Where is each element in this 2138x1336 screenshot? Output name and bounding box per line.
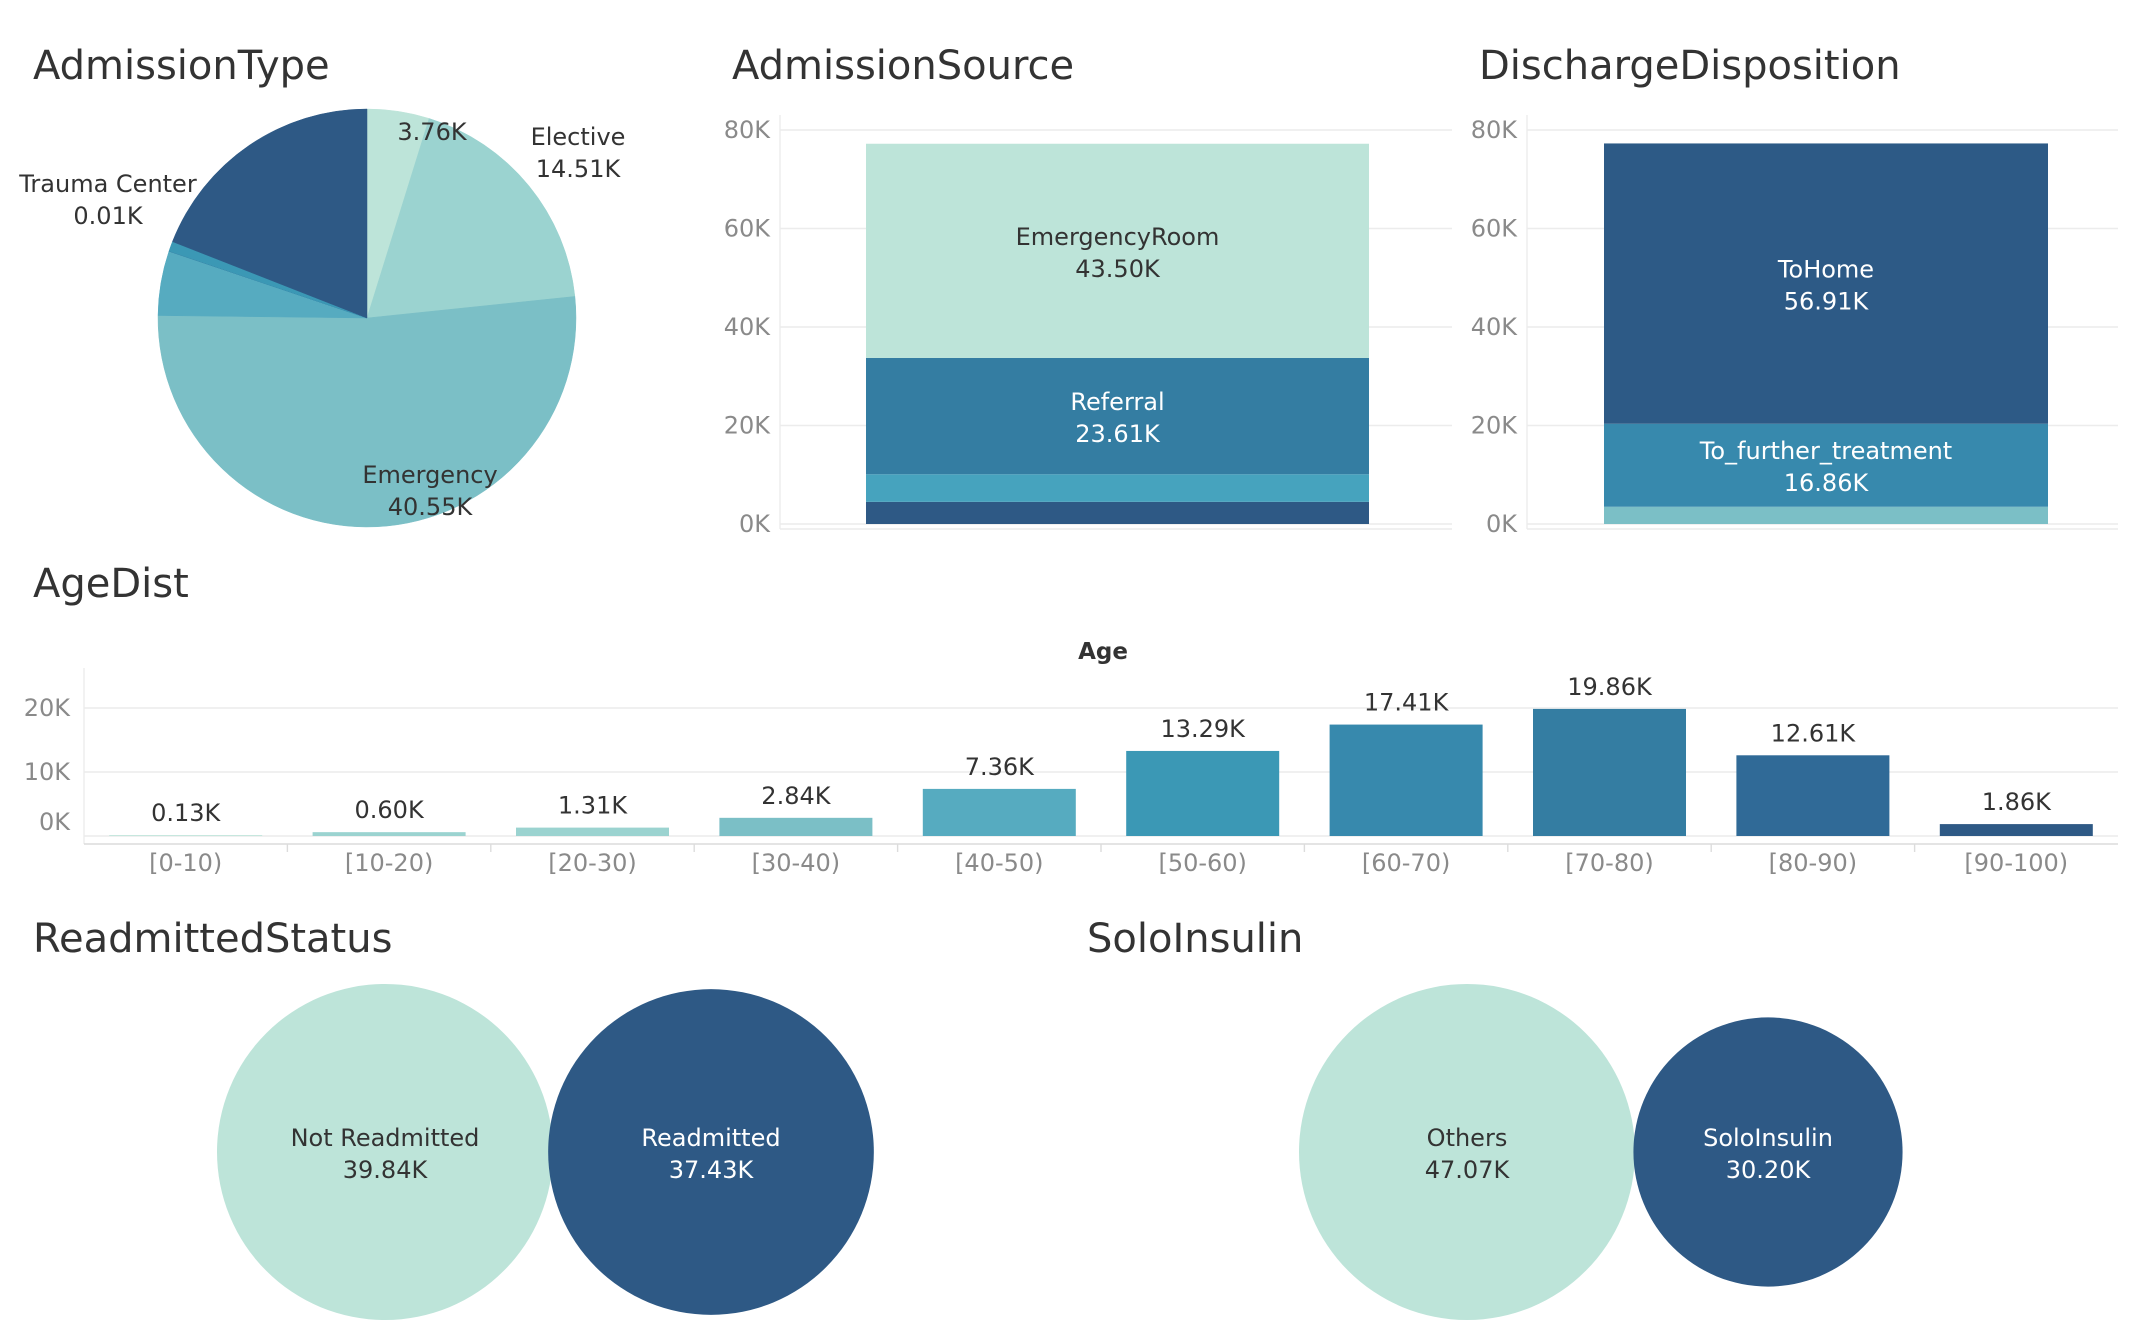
bar-segment xyxy=(1604,423,2048,507)
age-bar xyxy=(1126,750,1280,836)
slice-label: Emergency xyxy=(362,461,497,489)
slice-label: Trauma Center xyxy=(18,170,197,198)
bar-value-label: 0.13K xyxy=(151,799,221,827)
bar-value-label: 7.36K xyxy=(965,753,1035,781)
segment-value-label: 16.86K xyxy=(1784,469,1870,497)
y-tick-label: 0K xyxy=(1486,510,1518,538)
age-bar xyxy=(516,827,669,836)
bar-segment xyxy=(866,143,1369,358)
segment-label: ToHome xyxy=(1777,256,1874,284)
age-bar xyxy=(1329,724,1483,836)
bar-value-label: 1.31K xyxy=(558,792,628,820)
pie-slice xyxy=(366,118,576,319)
bubble-label: SoloInsulin xyxy=(1703,1124,1833,1152)
x-tick-label: [80-90) xyxy=(1769,849,1857,877)
bubble-value-label: 37.43K xyxy=(669,1156,755,1184)
x-tick-label: [40-50) xyxy=(955,849,1043,877)
age-bar xyxy=(312,832,466,836)
slice-value-label: 3.76K xyxy=(397,118,467,146)
slice-value-label: 40.55K xyxy=(388,493,474,521)
age-bar xyxy=(109,835,263,836)
x-tick-label: [10-20) xyxy=(345,849,433,877)
bar-segment xyxy=(1604,506,2048,524)
y-tick-label: 80K xyxy=(1471,116,1519,144)
bubble-label: Others xyxy=(1427,1124,1508,1152)
bar-segment xyxy=(866,357,1369,475)
segment-label: Referral xyxy=(1070,388,1164,416)
segment-label: To_further_treatment xyxy=(1699,437,1952,465)
y-tick-label: 0K xyxy=(39,808,71,836)
slice-value-label: 0.01K xyxy=(73,202,143,230)
segment-label: EmergencyRoom xyxy=(1016,223,1220,251)
bubble-label: Not Readmitted xyxy=(291,1124,480,1152)
y-tick-label: 40K xyxy=(724,313,772,341)
bubble-value-label: 47.07K xyxy=(1425,1156,1511,1184)
age-bar xyxy=(1533,708,1686,836)
bar-value-label: 19.86K xyxy=(1567,673,1653,701)
pie-slice xyxy=(172,108,368,319)
y-tick-label: 10K xyxy=(24,758,72,786)
bubble xyxy=(548,989,874,1315)
y-tick-label: 20K xyxy=(724,412,772,440)
bubble-value-label: 39.84K xyxy=(343,1156,429,1184)
y-tick-label: 40K xyxy=(1471,313,1519,341)
bubble xyxy=(1299,984,1635,1320)
bar-value-label: 0.60K xyxy=(355,796,425,824)
chart-title: AgeDist xyxy=(33,561,189,607)
bar-segment xyxy=(866,501,1369,524)
y-tick-label: 80K xyxy=(724,116,772,144)
readmitted-status-panel: ReadmittedStatus Not Readmitted 39.84K Read… xyxy=(33,916,874,1320)
y-tick-label: 0K xyxy=(739,510,771,538)
bar-value-label: 12.61K xyxy=(1771,719,1857,747)
bar-segment xyxy=(1604,143,2048,424)
chart-title: SoloInsulin xyxy=(1087,916,1303,962)
solo-insulin-panel: SoloInsulin Others 47.07K SoloInsulin 30.20K xyxy=(1087,916,1903,1320)
bar-segment xyxy=(866,474,1369,502)
slice-value-label: 14.51K xyxy=(536,155,622,183)
bubble xyxy=(1633,1017,1903,1287)
x-tick-label: [60-70) xyxy=(1362,849,1450,877)
chart-title: ReadmittedStatus xyxy=(33,916,392,962)
bar-value-label: 1.86K xyxy=(1982,788,2052,816)
chart-title: AdmissionSource xyxy=(732,43,1074,89)
segment-value-label: 43.50K xyxy=(1075,255,1161,283)
bubble xyxy=(217,984,553,1320)
pie-slice xyxy=(157,296,577,528)
x-tick-label: [70-80) xyxy=(1565,849,1653,877)
x-tick-label: [20-30) xyxy=(548,849,636,877)
y-tick-label: 20K xyxy=(24,694,72,722)
pie xyxy=(157,108,577,528)
bubble-label: Readmitted xyxy=(641,1124,780,1152)
admission-source-panel: AdmissionSource 0K 20K 40K 60K 80K Referral 23.… xyxy=(724,43,1452,538)
x-tick-label: [50-60) xyxy=(1158,849,1246,877)
admission-type-panel: AdmissionType 3.76K Elective 14.51K Emergenc… xyxy=(18,43,626,528)
age-bar xyxy=(1736,755,1890,836)
bar-value-label: 17.41K xyxy=(1364,689,1450,717)
x-axis-title: Age xyxy=(1078,639,1128,665)
age-bar xyxy=(719,817,873,836)
y-tick-label: 60K xyxy=(1471,215,1519,243)
x-tick-label: [0-10) xyxy=(149,849,222,877)
y-tick-label: 60K xyxy=(724,215,772,243)
segment-value-label: 23.61K xyxy=(1075,420,1161,448)
chart-title: AdmissionType xyxy=(33,43,330,89)
x-tick-label: [30-40) xyxy=(752,849,840,877)
x-tick-label: [90-100) xyxy=(1964,849,2068,877)
bar-value-label: 2.84K xyxy=(761,782,831,810)
age-bar xyxy=(1939,824,2093,836)
bar-value-label: 13.29K xyxy=(1160,715,1246,743)
discharge-disposition-panel: DischargeDisposition 0K 20K 40K 60K 80K To_fur… xyxy=(1471,43,2118,538)
chart-title: DischargeDisposition xyxy=(1479,43,1901,89)
age-bar xyxy=(922,788,1076,836)
slice-label: Elective xyxy=(531,123,626,151)
y-tick-label: 20K xyxy=(1471,412,1519,440)
age-dist-panel: AgeDist Age 0K 10K 20K 0.13K [0-10) 0.60K [10-20… xyxy=(24,561,2118,877)
segment-value-label: 56.91K xyxy=(1784,288,1870,316)
bubble-value-label: 30.20K xyxy=(1726,1156,1812,1184)
